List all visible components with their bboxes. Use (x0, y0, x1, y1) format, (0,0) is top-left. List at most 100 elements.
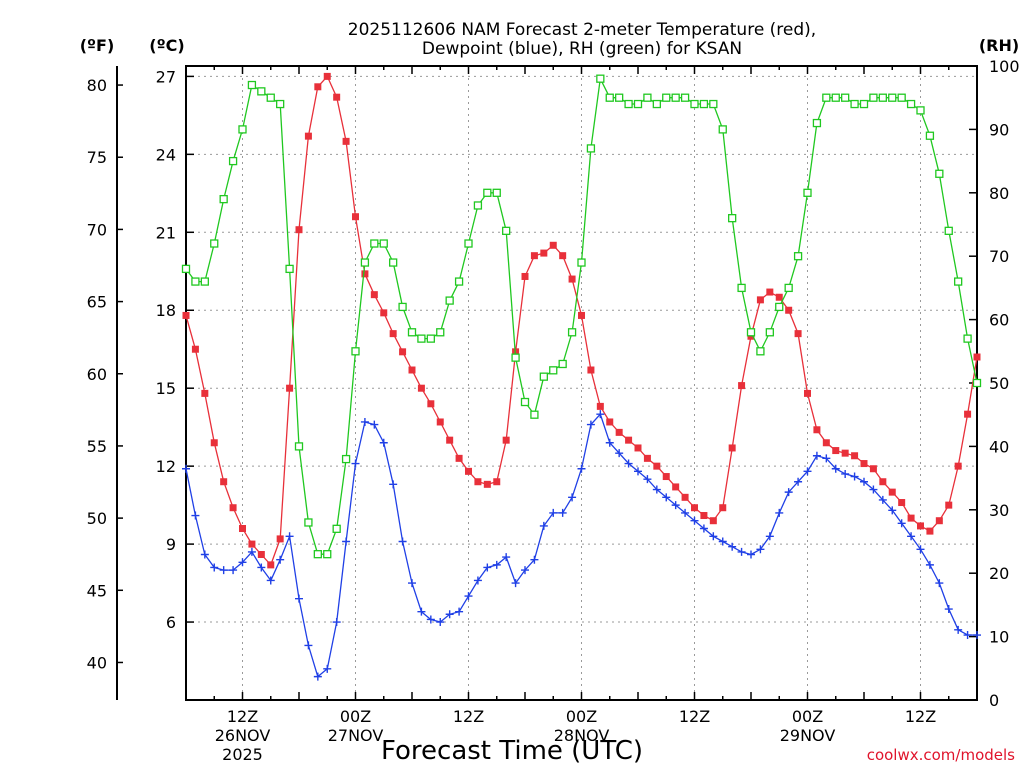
data-point (492, 560, 501, 569)
data-point (879, 478, 887, 486)
data-point (699, 524, 708, 533)
data-point (323, 664, 332, 673)
data-point (521, 272, 529, 280)
data-point (765, 328, 774, 337)
data-point (399, 348, 407, 356)
data-point (916, 106, 925, 115)
data-point (859, 99, 869, 109)
tick-label-rh: 50 (989, 374, 1009, 393)
data-point (907, 514, 915, 522)
tick-label-c: 6 (166, 613, 176, 632)
data-point (285, 532, 294, 541)
data-point (323, 550, 332, 559)
series-rh (181, 74, 982, 559)
data-point (812, 451, 821, 460)
series-layer (181, 72, 982, 681)
data-point (586, 144, 596, 153)
data-point (455, 454, 463, 462)
data-point (417, 334, 426, 343)
data-point (389, 480, 398, 489)
data-point (540, 249, 548, 257)
tick-label-x: 12Z (453, 707, 484, 726)
data-point (238, 558, 247, 567)
data-point (436, 418, 444, 426)
data-point (690, 516, 699, 525)
data-point (709, 99, 718, 109)
data-point (578, 311, 585, 319)
tick-label-f: 70 (87, 220, 107, 239)
data-point (935, 169, 944, 178)
data-point (765, 532, 774, 541)
data-point (851, 452, 859, 460)
data-point (446, 436, 454, 444)
data-point (746, 328, 756, 337)
tick-label-x: 28NOV (554, 726, 610, 745)
data-point (624, 99, 633, 109)
data-point (964, 410, 972, 418)
data-point (841, 469, 850, 478)
data-point (474, 478, 482, 486)
data-point (690, 99, 699, 109)
data-point (558, 359, 567, 369)
data-point (341, 454, 351, 464)
data-point (680, 93, 690, 102)
data-point (492, 188, 501, 197)
tick-label-x: 26NOV (215, 726, 271, 745)
unit-label-c: (ºC) (149, 36, 184, 55)
data-point (276, 555, 285, 564)
data-point (897, 93, 906, 102)
data-point (916, 545, 925, 554)
data-point (473, 576, 482, 585)
data-point (963, 631, 972, 640)
data-point (728, 542, 737, 551)
data-point (605, 93, 614, 102)
data-point (973, 631, 981, 640)
data-point (247, 547, 256, 556)
data-point (455, 607, 464, 616)
data-point (559, 252, 567, 260)
data-point (379, 438, 388, 447)
tick-label-c: 12 (156, 457, 176, 476)
tick-label-c: 15 (156, 379, 176, 398)
data-point (568, 493, 577, 502)
data-point (737, 283, 746, 293)
data-point (483, 480, 491, 488)
data-point (737, 547, 746, 556)
data-point (370, 239, 379, 248)
data-point (286, 384, 294, 392)
data-point (549, 241, 557, 249)
data-point (944, 226, 953, 235)
data-point (276, 99, 285, 109)
data-point (681, 493, 689, 501)
data-point (691, 504, 698, 512)
data-point (370, 420, 379, 429)
data-point (822, 93, 831, 102)
tick-label-x: 12Z (905, 707, 936, 726)
data-point (465, 467, 472, 475)
data-point (502, 553, 511, 562)
data-point (605, 438, 614, 447)
data-point (643, 475, 652, 484)
data-point (917, 522, 924, 530)
data-point (549, 508, 558, 517)
data-point (389, 330, 397, 338)
data-point (182, 464, 190, 473)
tick-label-rh: 90 (989, 120, 1009, 139)
tick-label-rh: 0 (989, 691, 999, 710)
data-point (558, 508, 567, 517)
data-point (454, 277, 464, 286)
data-point (351, 347, 360, 356)
data-point (596, 402, 604, 410)
data-point (624, 459, 633, 468)
data-point (944, 605, 953, 614)
data-point (850, 472, 859, 481)
data-point (370, 291, 378, 299)
data-point (831, 464, 840, 473)
data-point (831, 93, 840, 102)
data-point (662, 93, 671, 102)
data-point (351, 459, 360, 468)
data-point (285, 264, 294, 274)
data-point (878, 495, 887, 504)
data-point (804, 389, 811, 397)
data-point (276, 535, 284, 543)
